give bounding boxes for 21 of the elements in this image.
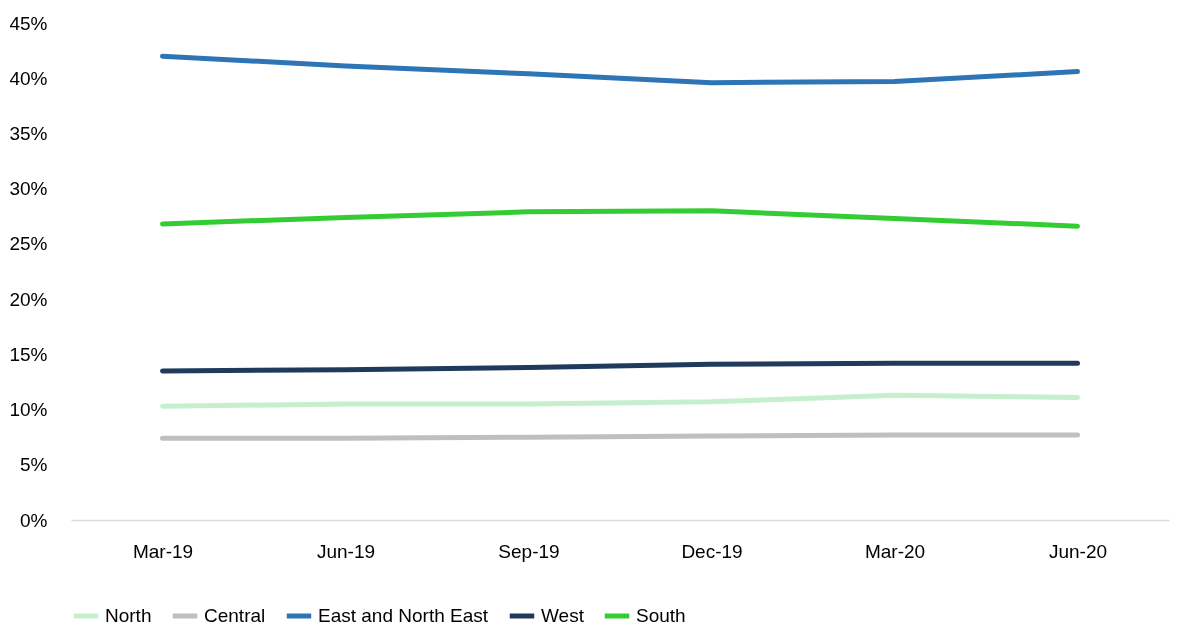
y-tick-label: 5% bbox=[20, 454, 48, 476]
x-tick-label: Jun-19 bbox=[316, 540, 376, 562]
x-tick-label: Sep-19 bbox=[498, 540, 560, 562]
y-tick-label: 35% bbox=[9, 122, 48, 144]
y-tick-label: 40% bbox=[9, 67, 48, 89]
legend-label: West bbox=[541, 605, 585, 626]
x-tick-label: Mar-20 bbox=[864, 540, 926, 562]
x-tick-label: Jun-20 bbox=[1048, 540, 1108, 562]
y-tick-label: 25% bbox=[9, 233, 48, 255]
y-tick-label: 20% bbox=[9, 288, 48, 310]
legend-label: South bbox=[636, 605, 686, 626]
y-tick-label: 45% bbox=[9, 12, 48, 34]
x-tick-label: Dec-19 bbox=[681, 540, 743, 562]
y-tick-label: 15% bbox=[9, 343, 48, 365]
legend-label: East and North East bbox=[318, 605, 489, 626]
x-tick-label: Mar-19 bbox=[132, 540, 194, 562]
y-tick-label: 10% bbox=[9, 399, 48, 421]
y-tick-label: 30% bbox=[9, 178, 48, 200]
legend-label: North bbox=[105, 605, 152, 626]
y-tick-label: 0% bbox=[20, 509, 48, 531]
legend-label: Central bbox=[204, 605, 266, 626]
